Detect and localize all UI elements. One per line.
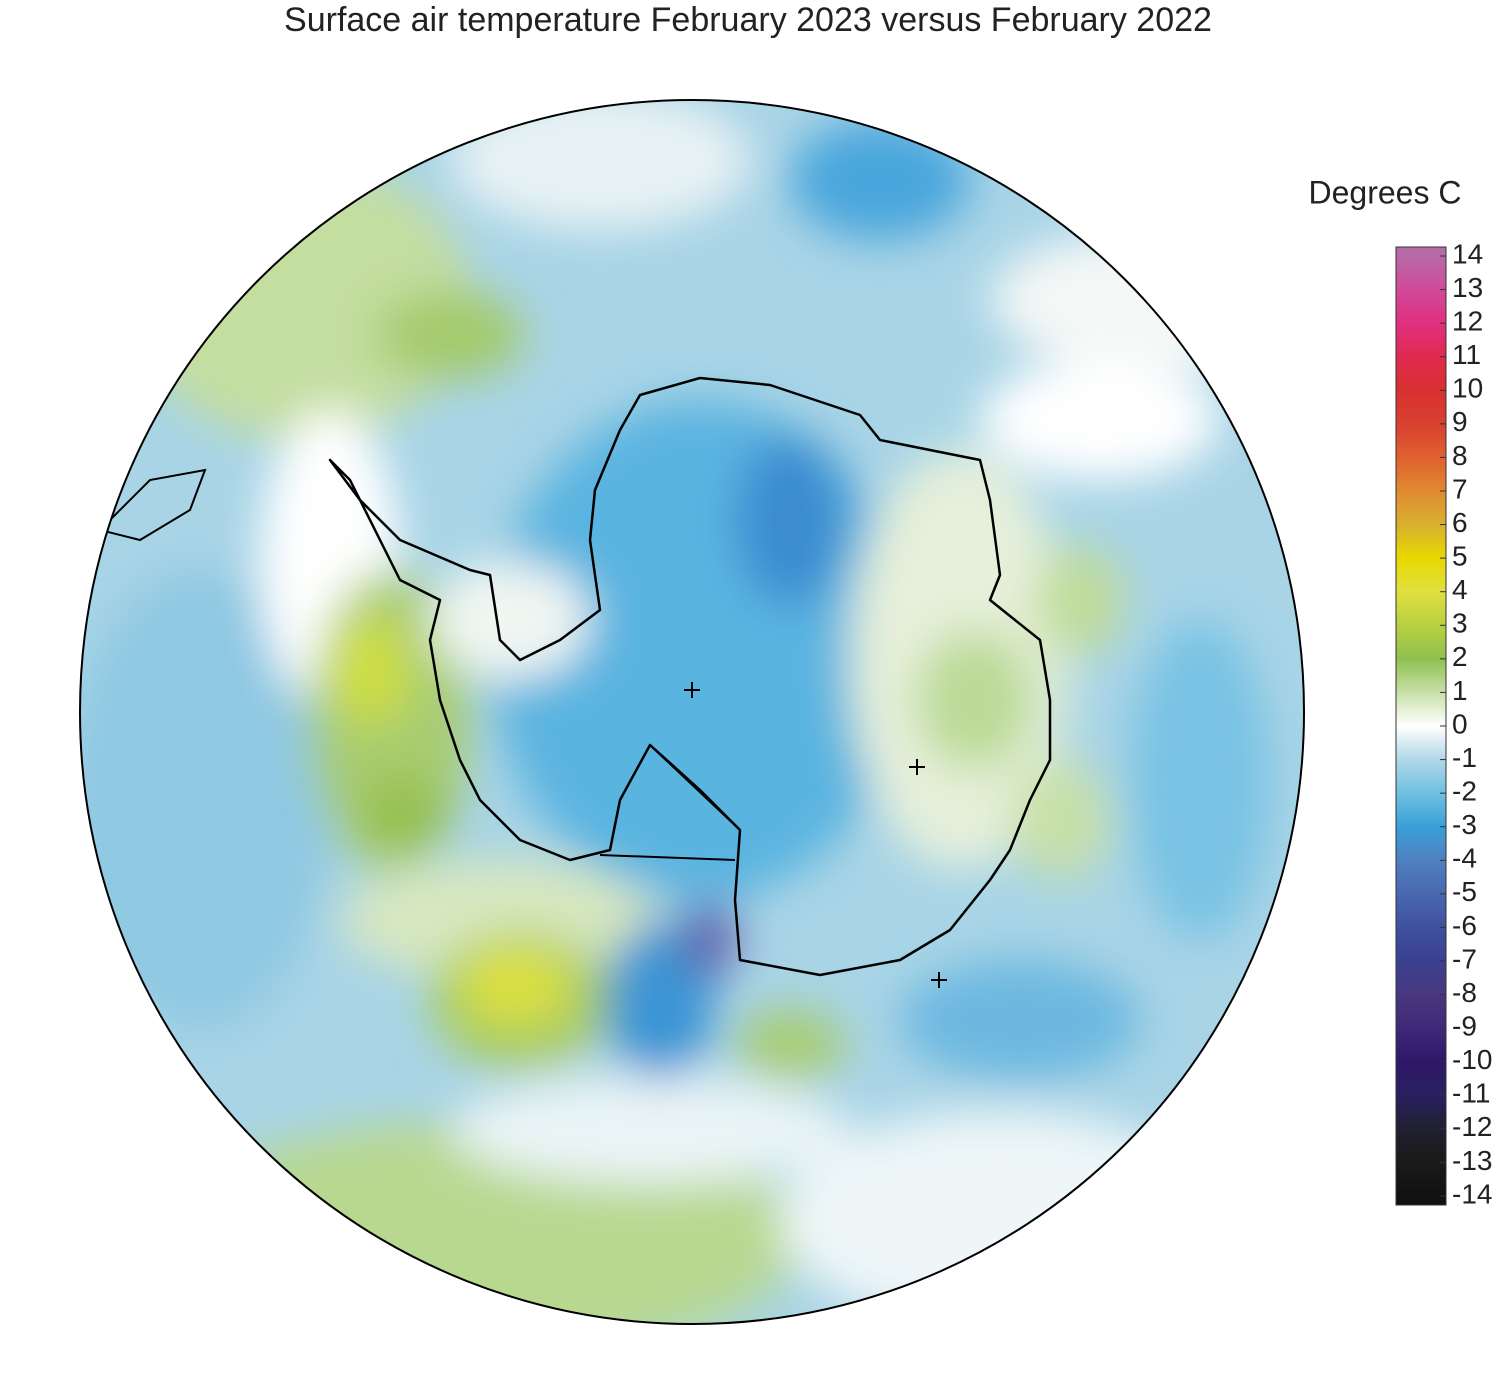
colorbar-label: Degrees C [1309, 174, 1462, 210]
ice-shelf-edge [599, 744, 741, 861]
pole-markers [684, 682, 947, 988]
colorbar-tick-label: 4 [1452, 574, 1468, 605]
colorbar-tick-label: 5 [1452, 541, 1468, 572]
map-title: Surface air temperature February 2023 ve… [284, 1, 1212, 39]
colorbar-tick-label: -1 [1452, 742, 1477, 773]
colorbar [1395, 246, 1447, 1206]
colorbar-tick-label: -2 [1452, 776, 1477, 807]
colorbar-tick-label: 6 [1452, 507, 1468, 538]
south-america-tip [98, 468, 207, 542]
colorbar-tick-label: 10 [1452, 373, 1483, 404]
colorbar-tick-label: -11 [1452, 1078, 1490, 1109]
colorbar-tick-label: -8 [1452, 977, 1477, 1008]
colorbar-tick-label: -10 [1452, 1044, 1492, 1075]
colorbar-tick-label: 3 [1452, 608, 1468, 639]
colorbar-tick-label: 13 [1452, 272, 1483, 303]
colorbar-tick-label: -13 [1452, 1145, 1492, 1176]
colorbar-tick-label: 14 [1452, 238, 1483, 269]
colorbar-tick-label: 7 [1452, 473, 1468, 504]
map-border [79, 99, 1305, 1325]
colorbar-tick-label: 2 [1452, 641, 1468, 672]
colorbar-tick-label: -9 [1452, 1011, 1477, 1042]
colorbar-tick-label: -5 [1452, 876, 1477, 907]
colorbar-tick-label: -6 [1452, 910, 1477, 941]
colorbar-tick-label: -7 [1452, 943, 1477, 974]
colorbar-tick-label: -14 [1452, 1178, 1492, 1209]
colorbar-tick-label: -12 [1452, 1111, 1492, 1142]
colorbar-tick-label: 0 [1452, 708, 1468, 739]
colorbar-tick-label: 12 [1452, 306, 1483, 337]
colorbar-tick-label: -3 [1452, 809, 1477, 840]
coastline [328, 376, 1052, 977]
colorbar-tick-label: 11 [1452, 339, 1481, 370]
colorbar-tick-label: 8 [1452, 440, 1468, 471]
colorbar-tick-label: 1 [1452, 675, 1468, 706]
colorbar-tick-label: -4 [1452, 843, 1477, 874]
colorbar-tick-label: 9 [1452, 406, 1468, 437]
